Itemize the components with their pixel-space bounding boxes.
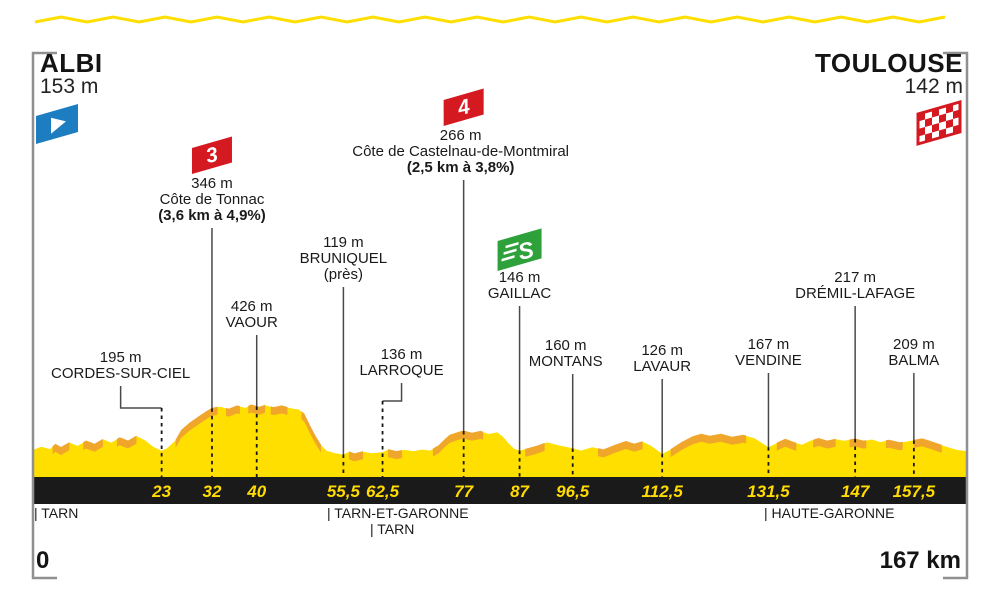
waypoint-name: VENDINE — [735, 352, 802, 369]
waypoint-label: 217 m DRÉMIL-LAFAGE — [795, 270, 915, 302]
waypoint-name: MONTANS — [528, 353, 603, 370]
finish-flag-icon — [916, 100, 962, 146]
department-label: | TARN-ET-GARONNE — [327, 505, 469, 521]
waypoint-elevation: 209 m — [893, 336, 935, 353]
start-elevation: 153 m — [40, 75, 99, 98]
km-tick: 112,5 — [641, 482, 683, 501]
start-block: ALBI 153 m — [40, 50, 103, 98]
climb-shading — [525, 442, 545, 457]
km-tick: 55,5 — [326, 482, 360, 501]
waypoint-name: BALMA — [888, 352, 940, 369]
climb-category-4-icon — [443, 88, 484, 126]
waypoint-name: BRUNIQUEL — [299, 250, 388, 267]
total-distance: 167 km — [879, 547, 961, 574]
climb-shading — [270, 405, 288, 416]
waypoint-name: CORDES-SUR-CIEL — [51, 365, 191, 382]
climb-category-3-icon — [191, 136, 232, 174]
waypoint-elevation: 119 m — [323, 234, 364, 251]
label-connector — [119, 386, 162, 409]
km-strip — [33, 477, 967, 504]
climb-shading — [670, 433, 747, 458]
climb-shading — [226, 405, 240, 417]
climb-shading — [776, 438, 797, 451]
start-km: 0 — [36, 547, 50, 574]
climb-shading — [432, 430, 484, 457]
climb-shading — [597, 441, 643, 458]
waypoint-label: 209 m BALMA — [888, 337, 939, 369]
waypoint-label: 119 m BRUNIQUEL (près) — [300, 235, 388, 283]
department-label: | TARN — [370, 521, 415, 537]
km-tick: 77 — [454, 482, 474, 501]
climb-shading — [349, 451, 363, 462]
waypoint-elevation: 136 m — [380, 346, 423, 363]
zigzag-decoration — [34, 15, 946, 24]
km-tick: 131,5 — [747, 482, 790, 501]
waypoint-elevation: 266 m — [439, 127, 482, 144]
km-tick: 23 — [152, 482, 172, 501]
waypoint-name: VAOUR — [225, 314, 278, 331]
finish-block: TOULOUSE 142 m — [815, 50, 963, 98]
waypoint-name: Côte de Castelnau-de-Montmiral — [352, 143, 570, 160]
waypoint-label: 136 m LARROQUE — [359, 347, 443, 379]
sprint-icon — [497, 228, 542, 271]
left-bracket — [31, 51, 57, 580]
department-label: | HAUTE-GARONNE — [764, 505, 895, 521]
waypoint-label: 160 m MONTANS — [529, 338, 603, 370]
waypoint-label: 126 m LAVAUR — [633, 343, 691, 375]
waypoint-name: Côte de Tonnac — [159, 191, 265, 208]
right-bracket — [943, 51, 969, 580]
km-tick: 32 — [202, 482, 222, 501]
waypoint-name: DRÉMIL-LAFAGE — [795, 285, 916, 302]
waypoint-label: 266 m Côte de Castelnau-de-Montmiral (2,5 … — [352, 128, 569, 176]
waypoint-elevation: 167 m — [747, 336, 790, 353]
waypoint-name: LAVAUR — [633, 358, 692, 375]
waypoint-label: 146 m GAILLAC — [488, 270, 551, 302]
waypoint-gradient: (3,6 km à 4,9%) — [158, 207, 266, 224]
climb-shading — [813, 438, 836, 449]
climb-shading — [175, 406, 218, 448]
label-connector — [382, 383, 403, 402]
km-tick: 40 — [247, 482, 267, 501]
waypoint-label: 426 m VAOUR — [226, 299, 278, 331]
km-tick: 157,5 — [892, 482, 936, 501]
waypoint-label: 346 m Côte de Tonnac (3,6 km à 4,9%) — [158, 176, 266, 224]
department-label: | TARN — [34, 505, 79, 521]
km-tick: 87 — [510, 482, 530, 501]
climb-shading — [849, 438, 867, 449]
waypoint-gradient: (près) — [323, 266, 363, 283]
elevation-profile-area — [33, 405, 967, 478]
climb-shading — [913, 438, 942, 453]
km-tick: 62,5 — [366, 482, 400, 501]
climb-shading — [116, 435, 137, 449]
waypoint-label: 167 m VENDINE — [735, 337, 802, 369]
waypoint-elevation: 126 m — [641, 342, 684, 359]
waypoint-elevation: 346 m — [191, 175, 233, 192]
waypoint-elevation: 146 m — [498, 269, 541, 286]
waypoint-gradient: (2,5 km à 3,8%) — [406, 159, 515, 176]
finish-elevation: 142 m — [904, 75, 963, 98]
waypoint-elevation: 426 m — [230, 298, 273, 315]
start-city: ALBI — [40, 48, 103, 78]
km-tick: 96,5 — [556, 482, 590, 501]
waypoint-name: GAILLAC — [487, 285, 552, 302]
climb-shading — [885, 439, 903, 451]
waypoint-elevation: 195 m — [99, 349, 142, 366]
climb-shading — [83, 438, 103, 452]
finish-city: TOULOUSE — [815, 48, 963, 78]
climb-shading — [301, 411, 321, 453]
waypoint-elevation: 160 m — [544, 337, 587, 354]
waypoint-label: 195 m CORDES-SUR-CIEL — [51, 350, 190, 382]
start-flag-icon — [36, 103, 78, 144]
waypoint-name: LARROQUE — [359, 362, 444, 379]
climb-shading — [388, 449, 403, 460]
waypoint-elevation: 217 m — [834, 269, 876, 286]
km-tick: 147 — [840, 482, 870, 501]
climb-shading — [52, 442, 70, 455]
